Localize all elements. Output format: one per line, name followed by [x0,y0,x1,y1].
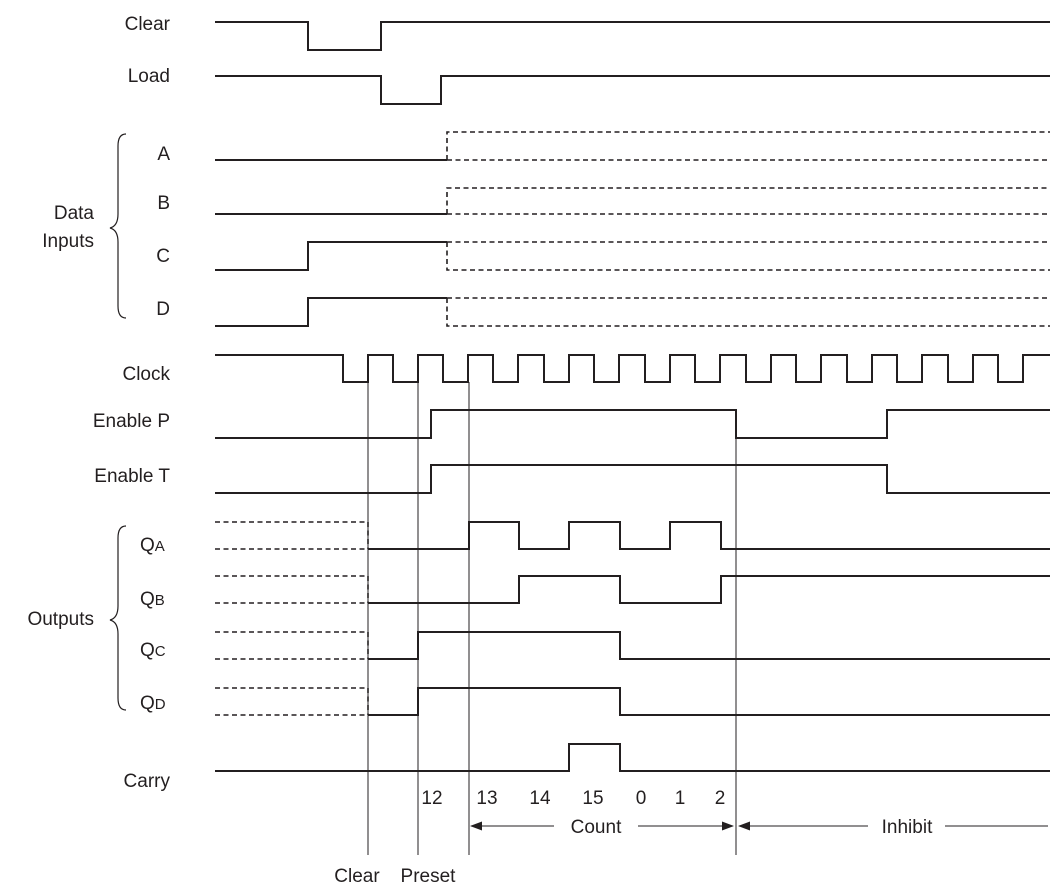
label-qc: QC [140,640,166,661]
wave-d-dontcare [446,297,1050,327]
label-qb: QB [140,589,165,610]
count-13: 13 [476,788,497,809]
wave-qa [368,521,1050,550]
brace-data-inputs [109,133,127,319]
group-outputs: Outputs [27,609,94,630]
label-d: D [156,299,170,320]
wave-qb [368,575,1050,604]
brace-outputs [109,525,127,711]
phase-inhibit: Inhibit [882,817,933,838]
count-0: 0 [636,788,647,809]
wave-c [215,241,447,271]
wave-qb-dontcare [215,575,369,604]
label-clear: Clear [125,14,171,35]
phase-preset: Preset [401,866,457,887]
count-15: 15 [582,788,603,809]
group-data-inputs-line2: Inputs [42,231,94,252]
wave-qc [368,631,1050,660]
wave-enable-t [215,464,1050,494]
label-enable-t: Enable T [94,466,170,487]
label-a: A [157,144,170,165]
count-arrow-right-head [722,821,734,831]
count-1: 1 [675,788,686,809]
label-qa-sub: A [155,538,165,555]
label-load: Load [128,66,170,87]
label-qb-sub: B [155,592,165,609]
wave-d [215,297,447,327]
label-clock: Clock [122,364,170,385]
count-2: 2 [715,788,726,809]
wave-clear [215,21,1050,51]
label-b: B [157,193,170,214]
group-data-inputs-line1: Data [54,203,95,224]
wave-qa-dontcare [215,521,369,550]
wave-qd-dontcare [215,687,369,716]
wave-carry [215,743,1050,772]
wave-qc-dontcare [215,631,369,660]
label-carry: Carry [124,771,171,792]
phase-count: Count [571,817,622,838]
wave-enable-p [215,409,1050,439]
label-qa: QA [140,535,165,556]
label-qd: QD [140,693,166,714]
wave-b-dontcare [446,187,1050,215]
wave-qd [368,687,1050,716]
wave-c-dontcare [446,241,1050,271]
label-c: C [156,246,170,267]
count-14: 14 [529,788,551,809]
count-arrow-left-head [470,821,482,831]
label-enable-p: Enable P [93,411,170,432]
inhibit-arrow-head [738,821,750,831]
wave-a-dontcare [446,131,1050,161]
label-qd-sub: D [155,696,166,713]
label-qc-sub: C [155,643,166,660]
wave-load [215,75,1050,105]
count-12: 12 [421,788,442,809]
wave-clock [215,354,1050,383]
phase-clear: Clear [334,866,380,887]
